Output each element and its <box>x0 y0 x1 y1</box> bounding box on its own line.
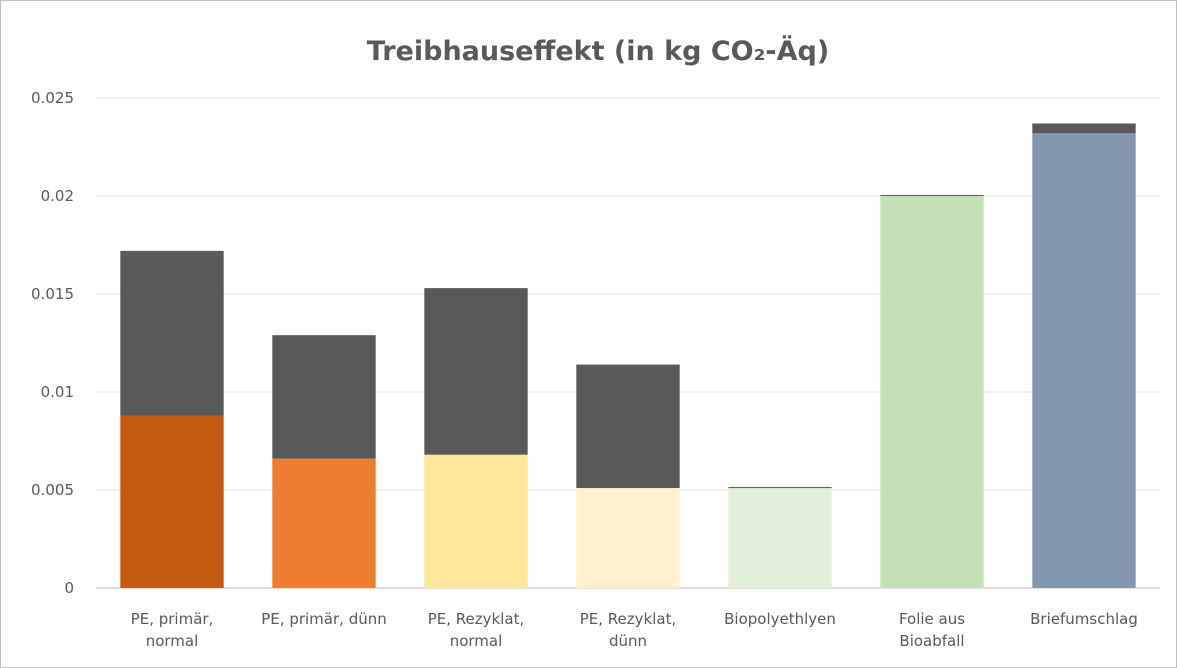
bar-segment <box>120 250 224 416</box>
bar-segment <box>272 458 376 588</box>
chart-title: Treibhauseffekt (in kg CO₂-Äq) <box>367 35 829 67</box>
y-tick-label: 0.02 <box>41 187 74 205</box>
x-tick-label: PE, primär, normal <box>131 610 214 650</box>
bar-segment <box>1032 133 1136 588</box>
bar-segment <box>1032 123 1136 134</box>
x-tick-label: Briefumschlag <box>1030 610 1138 628</box>
bar-segment <box>424 288 528 455</box>
bar-segment <box>424 454 528 588</box>
bar-segment <box>576 488 680 588</box>
x-tick-label: PE, primär, dünn <box>261 610 386 628</box>
bar-segment <box>576 364 680 489</box>
bar-segment <box>120 415 224 588</box>
y-tick-label: 0.015 <box>31 285 74 303</box>
bar-segment <box>728 487 832 489</box>
bar-segment <box>880 195 984 197</box>
x-tick-label: PE, Rezyklat, normal <box>428 610 524 650</box>
bar-segment <box>728 488 832 588</box>
bar-segment <box>272 335 376 459</box>
bar-segment <box>880 196 984 588</box>
y-tick-label: 0.01 <box>41 383 74 401</box>
x-tick-label: PE, Rezyklat, dünn <box>580 610 676 650</box>
y-tick-label: 0 <box>64 579 74 597</box>
y-tick-label: 0.025 <box>31 89 74 107</box>
y-tick-label: 0.005 <box>31 481 74 499</box>
x-tick-label: Biopolyethlyen <box>724 610 836 628</box>
x-tick-label: Folie aus Bioabfall <box>899 610 965 650</box>
